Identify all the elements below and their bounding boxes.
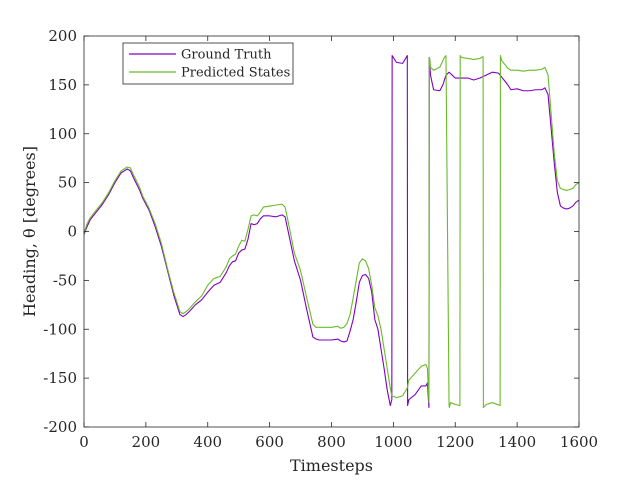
legend: Ground Truth Predicted States	[122, 42, 294, 85]
legend-label-ground-truth: Ground Truth	[181, 48, 272, 63]
x-tick-label: 200	[132, 433, 161, 451]
y-tick-label: 100	[48, 125, 77, 143]
y-tick-label: 50	[58, 174, 77, 192]
x-tick-label: 1000	[374, 433, 412, 451]
y-tick-label: -50	[53, 271, 77, 289]
y-axis: -200 -150 -100 -50 0 50 100 150 200	[43, 27, 579, 436]
x-tick-label: 1600	[560, 433, 598, 451]
plot-background	[84, 36, 579, 427]
legend-box	[122, 42, 294, 85]
legend-label-predicted-states: Predicted States	[181, 66, 290, 81]
y-tick-label: -200	[43, 418, 77, 436]
y-tick-label: 150	[48, 76, 77, 94]
y-axis-label: Heading, θ [degrees]	[20, 146, 39, 317]
series-line-predicted-states	[83, 54, 580, 409]
x-tick-label: 400	[193, 433, 222, 451]
x-tick-label: 600	[255, 433, 284, 451]
x-tick-label: 800	[317, 433, 346, 451]
x-axis-label: Timesteps	[290, 456, 373, 475]
x-tick-label: 0	[79, 433, 89, 451]
series-layer	[83, 54, 580, 409]
x-tick-label: 1400	[498, 433, 536, 451]
y-tick-label: 200	[48, 27, 77, 45]
x-tick-label: 1200	[436, 433, 474, 451]
series-line-ground-truth	[83, 54, 580, 409]
y-tick-label: -150	[43, 369, 77, 387]
y-tick-label: -100	[43, 320, 77, 338]
y-tick-label: 0	[67, 223, 77, 241]
plot-area	[84, 36, 579, 427]
x-axis: 0 200 400 600 800 1000 1200 1400 1600	[79, 36, 598, 451]
